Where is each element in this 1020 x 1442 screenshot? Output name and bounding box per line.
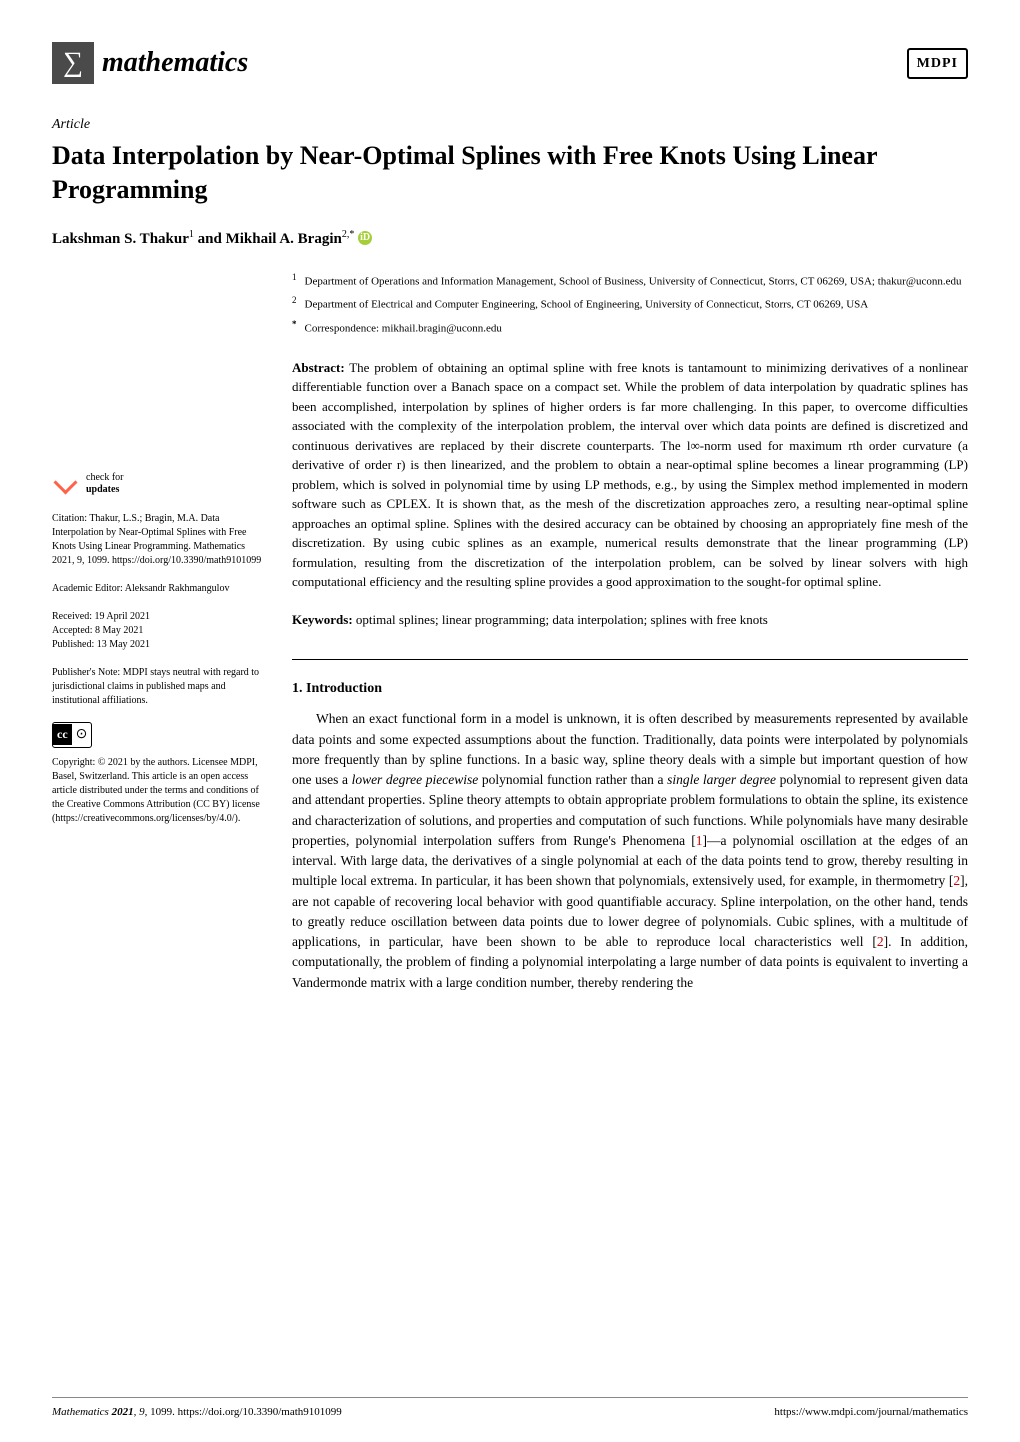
section-1-body: When an exact functional form in a model… [292,709,968,993]
affiliation-2-text: Department of Electrical and Computer En… [305,299,869,311]
section-divider [292,659,968,660]
editor-block: Academic Editor: Aleksandr Rakhmangulov [52,582,268,596]
affiliation-2-num: 2 [292,295,305,305]
journal-name: mathematics [102,42,248,84]
correspondence-text: Correspondence: mikhail.bragin@uconn.edu [305,322,502,334]
received-date: Received: 19 April 2021 [52,610,268,624]
affiliation-1-text: Department of Operations and Information… [305,276,962,288]
by-symbol: ⊙ [72,723,92,747]
section-1-heading: 1. Introduction [292,678,968,699]
author-1-name: Lakshman S. Thakur [52,231,189,247]
check-updates-icon [52,470,80,498]
footer-vol: , 9 [134,1406,145,1418]
affiliation-2: 2Department of Electrical and Computer E… [292,293,968,314]
keywords-label: Keywords: [292,612,353,627]
publisher-logo: MDPI [907,48,968,79]
journal-logo-icon: ∑ [52,42,94,84]
footer-year: 2021 [112,1406,134,1418]
content-column: 1Department of Operations and Informatio… [292,270,968,993]
authors-line: Lakshman S. Thakur1 and Mikhail A. Bragi… [52,227,968,251]
author-2-name: Mikhail A. Bragin [226,231,342,247]
abstract-text: The problem of obtaining an optimal spli… [292,360,968,590]
correspondence: *Correspondence: mikhail.bragin@uconn.ed… [292,317,968,338]
author-and: and [194,231,226,247]
cc-logo: cc ⊙ [52,722,268,748]
page-container: ∑ mathematics MDPI Article Data Interpol… [0,0,1020,1442]
ref-2b[interactable]: 2 [877,934,884,949]
article-title: Data Interpolation by Near-Optimal Splin… [52,139,968,207]
accepted-date: Accepted: 8 May 2021 [52,624,268,638]
footer-journal: Mathematics [52,1406,112,1418]
license-block: cc ⊙ Copyright: © 2021 by the authors. L… [52,722,268,826]
check-updates-text: check for updates [86,472,123,496]
affiliations: 1Department of Operations and Informatio… [292,270,968,338]
sidebar: check for updates Citation: Thakur, L.S.… [52,270,268,993]
copyright-text: Copyright: © 2021 by the authors. Licens… [52,756,268,826]
header: ∑ mathematics MDPI [52,42,968,84]
footer-right[interactable]: https://www.mdpi.com/journal/mathematics [774,1404,968,1421]
correspondence-num: * [292,319,305,329]
affiliation-1: 1Department of Operations and Informatio… [292,270,968,291]
footer-left: Mathematics 2021, 9, 1099. https://doi.o… [52,1404,342,1421]
body-em-2: single larger degree [667,772,776,787]
journal-logo: ∑ mathematics [52,42,248,84]
footer-rest: , 1099. https://doi.org/10.3390/math9101… [145,1406,342,1418]
author-2-sup: 2,* [342,229,355,240]
body-em-1: lower degree piecewise [352,772,479,787]
check-updates-label1: check for [86,472,123,483]
affiliation-1-num: 1 [292,272,305,282]
abstract-label: Abstract: [292,360,345,375]
body-text-b: polynomial function rather than a [478,772,667,787]
ref-1[interactable]: 1 [696,833,703,848]
abstract: Abstract: The problem of obtaining an op… [292,358,968,592]
footer: Mathematics 2021, 9, 1099. https://doi.o… [52,1397,968,1421]
main-content: check for updates Citation: Thakur, L.S.… [52,270,968,993]
publishers-note-block: Publisher's Note: MDPI stays neutral wit… [52,666,268,708]
orcid-icon[interactable]: iD [358,231,372,245]
check-updates-label2: updates [86,484,123,496]
check-updates[interactable]: check for updates [52,470,268,498]
keywords: Keywords: optimal splines; linear progra… [292,610,968,630]
article-type: Article [52,114,968,135]
cc-symbol: cc [53,724,72,745]
cc-badge: cc ⊙ [52,722,92,748]
published-date: Published: 13 May 2021 [52,638,268,652]
keywords-text: optimal splines; linear programming; dat… [353,612,768,627]
citation-block: Citation: Thakur, L.S.; Bragin, M.A. Dat… [52,512,268,568]
dates-block: Received: 19 April 2021 Accepted: 8 May … [52,610,268,652]
